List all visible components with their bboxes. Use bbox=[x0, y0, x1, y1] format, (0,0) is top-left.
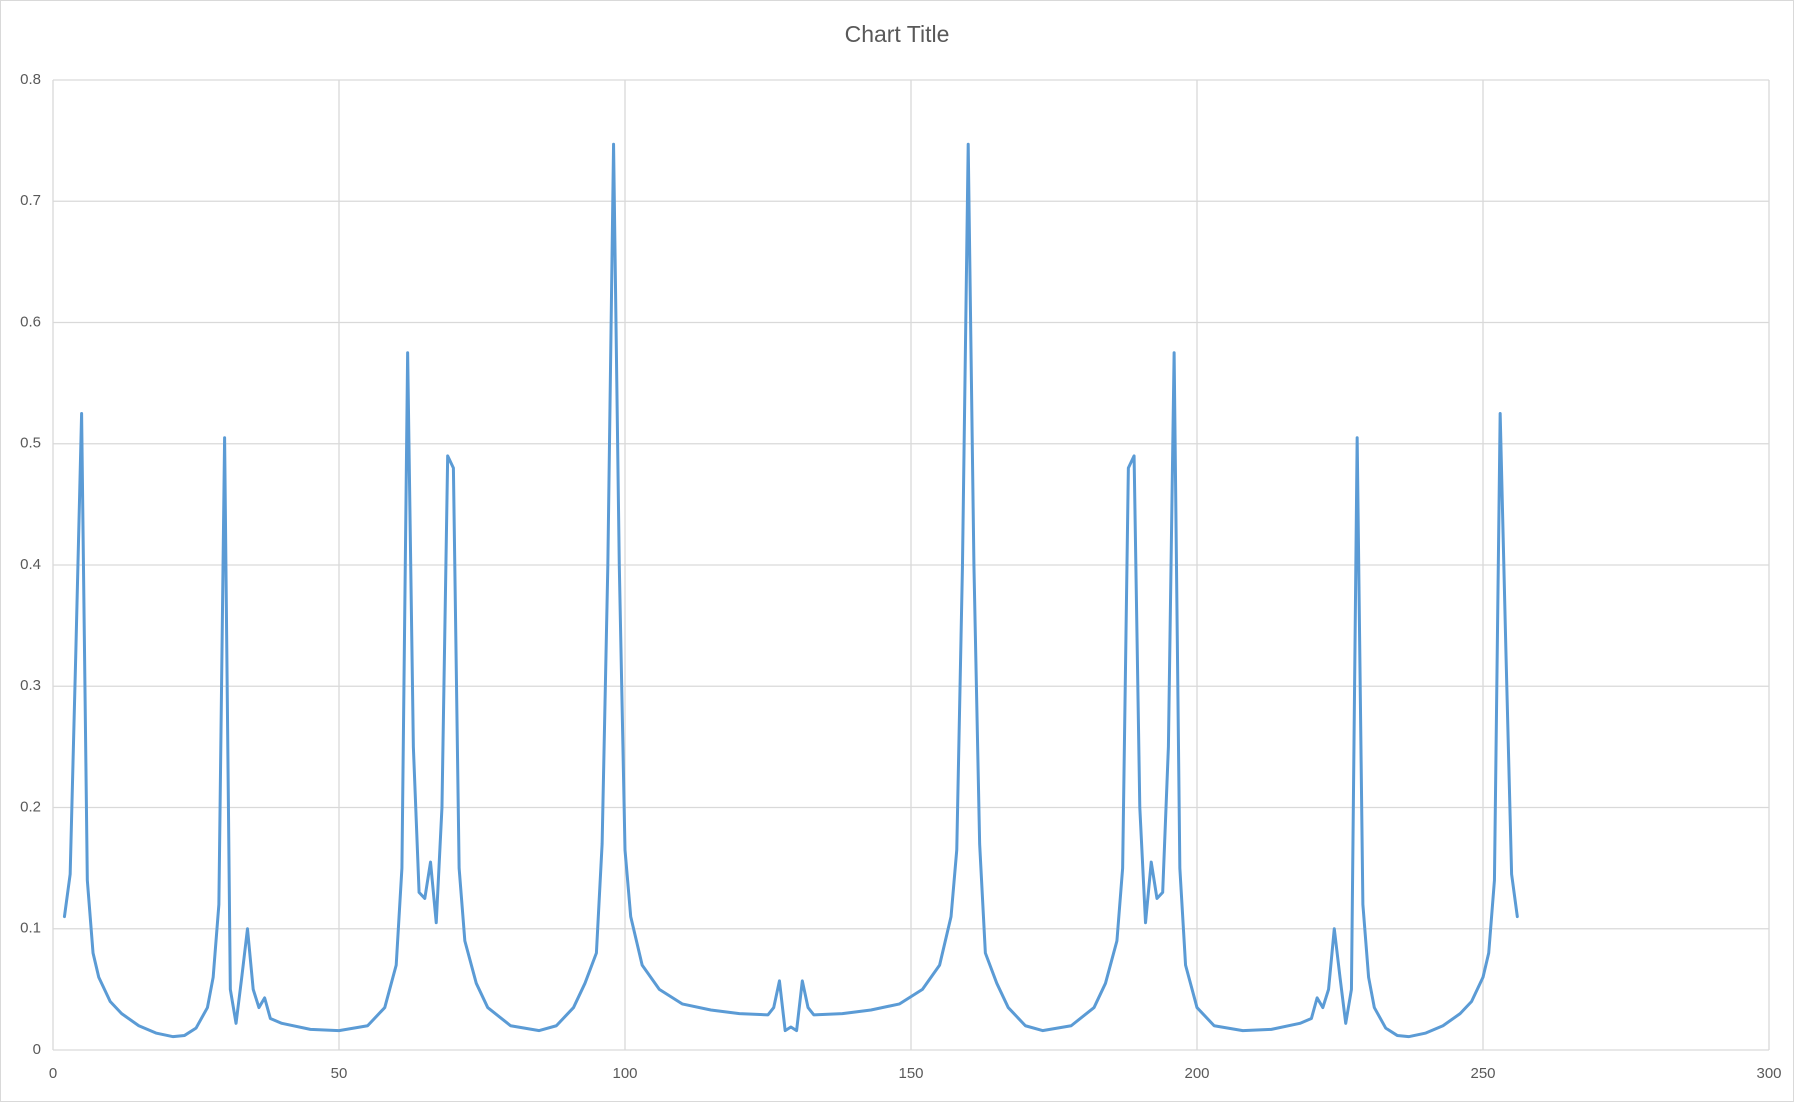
x-tick-label: 50 bbox=[331, 1065, 348, 1082]
y-tick-label: 0.8 bbox=[20, 71, 41, 88]
x-tick-label: 200 bbox=[1184, 1065, 1209, 1082]
x-tick-label: 150 bbox=[898, 1065, 923, 1082]
x-tick-label: 300 bbox=[1756, 1065, 1781, 1082]
x-tick-label: 250 bbox=[1470, 1065, 1495, 1082]
x-tick-label: 0 bbox=[49, 1065, 57, 1082]
y-tick-label: 0.3 bbox=[20, 677, 41, 694]
y-tick-label: 0.5 bbox=[20, 435, 41, 452]
y-tick-label: 0.2 bbox=[20, 798, 41, 815]
y-tick-label: 0 bbox=[33, 1041, 41, 1058]
y-tick-label: 0.1 bbox=[20, 920, 41, 937]
data-line bbox=[62, 142, 1519, 1039]
y-tick-label: 0.6 bbox=[20, 313, 41, 330]
chart-title: Chart Title bbox=[845, 21, 950, 47]
y-tick-label: 0.7 bbox=[20, 192, 41, 209]
x-tick-label: 100 bbox=[612, 1065, 637, 1082]
y-tick-label: 0.4 bbox=[20, 556, 41, 573]
